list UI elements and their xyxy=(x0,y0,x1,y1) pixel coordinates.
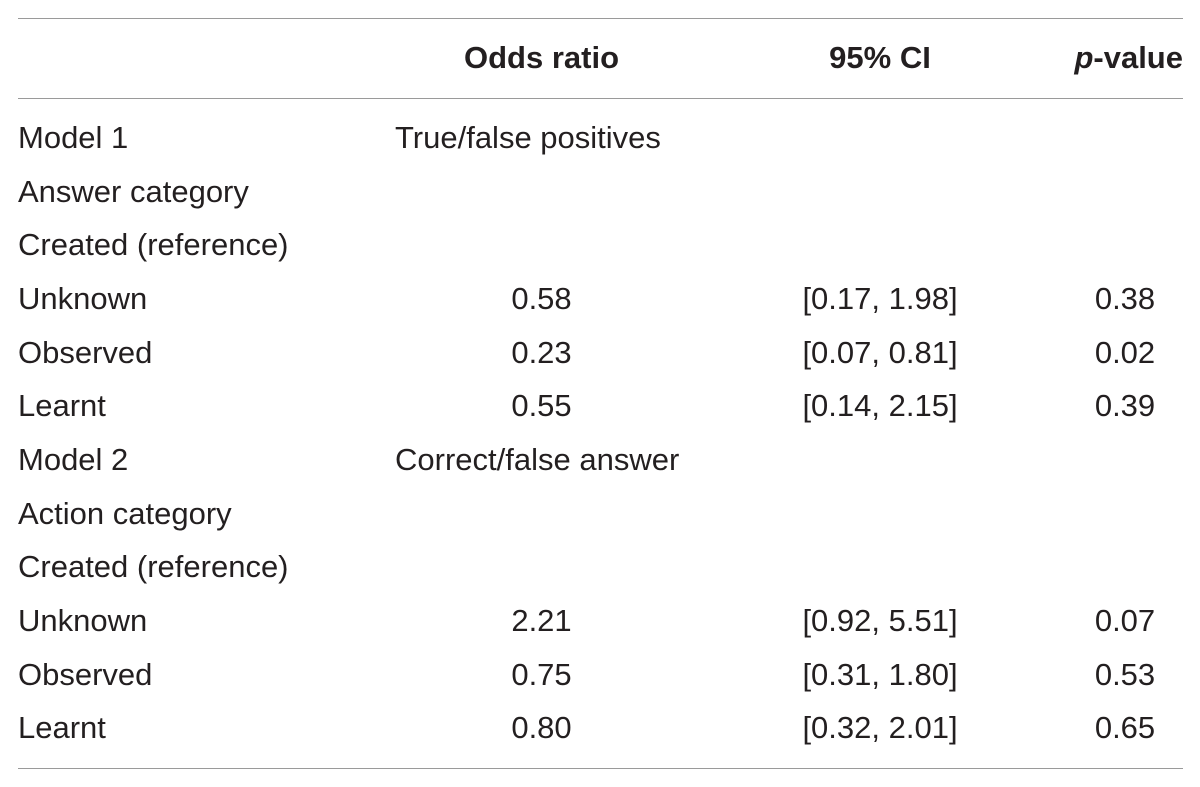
row-group-label: True/false positives xyxy=(395,120,661,155)
table-row: Observed 0.75 [0.31, 1.80] 0.53 xyxy=(0,648,1200,702)
row-odds-ratio: 0.75 xyxy=(511,657,572,692)
table-row: Model 2 Correct/false answer xyxy=(0,433,1200,487)
row-ci: [0.31, 1.80] xyxy=(802,657,958,692)
table-row: Action category xyxy=(0,487,1200,541)
row-label: Action category xyxy=(18,496,232,531)
row-ci: [0.32, 2.01] xyxy=(802,710,958,745)
table-row: Observed 0.23 [0.07, 0.81] 0.02 xyxy=(0,326,1200,380)
row-ci: [0.14, 2.15] xyxy=(802,388,958,423)
header-p-value: p-value xyxy=(1000,31,1183,85)
row-label: Observed xyxy=(18,335,153,370)
row-label: Created (reference) xyxy=(18,227,289,262)
table-row: Learnt 0.80 [0.32, 2.01] 0.65 xyxy=(0,701,1200,755)
row-label: Learnt xyxy=(18,710,106,745)
table-row: Learnt 0.55 [0.14, 2.15] 0.39 xyxy=(0,379,1200,433)
row-p-value: 0.39 xyxy=(1094,388,1156,423)
row-ci: [0.17, 1.98] xyxy=(802,281,958,316)
row-odds-ratio: 0.80 xyxy=(511,710,572,745)
header-p-rest: -value xyxy=(1093,40,1183,75)
table-header-row: Odds ratio 95% CI p-value xyxy=(0,31,1200,85)
table-top-rule xyxy=(18,18,1183,19)
row-p-value: 0.07 xyxy=(1094,603,1156,638)
row-ci: [0.92, 5.51] xyxy=(802,603,958,638)
row-label: Unknown xyxy=(18,281,148,316)
row-p-value: 0.38 xyxy=(1094,281,1156,316)
table-row: Created (reference) xyxy=(0,218,1200,272)
row-odds-ratio: 0.23 xyxy=(511,335,572,370)
table-header-rule xyxy=(18,98,1183,99)
row-label: Model 2 xyxy=(18,442,129,477)
table-row: Unknown 2.21 [0.92, 5.51] 0.07 xyxy=(0,594,1200,648)
header-odds-ratio: Odds ratio xyxy=(463,40,619,75)
row-label: Model 1 xyxy=(18,120,129,155)
row-p-value: 0.02 xyxy=(1094,335,1156,370)
row-label: Unknown xyxy=(18,603,148,638)
row-group-label: Correct/false answer xyxy=(395,442,680,477)
table-row: Model 1 True/false positives xyxy=(0,111,1200,165)
header-ci: 95% CI xyxy=(829,40,931,75)
row-label: Learnt xyxy=(18,388,106,423)
header-p-italic: p xyxy=(1074,40,1094,75)
table-row: Created (reference) xyxy=(0,540,1200,594)
table-bottom-rule xyxy=(18,768,1183,769)
row-odds-ratio: 0.58 xyxy=(511,281,572,316)
row-odds-ratio: 0.55 xyxy=(511,388,572,423)
row-label: Created (reference) xyxy=(18,549,289,584)
row-p-value: 0.53 xyxy=(1094,657,1156,692)
row-ci: [0.07, 0.81] xyxy=(802,335,958,370)
row-p-value: 0.65 xyxy=(1094,710,1156,745)
row-label: Observed xyxy=(18,657,153,692)
row-odds-ratio: 2.21 xyxy=(511,603,572,638)
row-label: Answer category xyxy=(18,174,249,209)
table-row: Unknown 0.58 [0.17, 1.98] 0.38 xyxy=(0,272,1200,326)
table-row: Answer category xyxy=(0,165,1200,219)
